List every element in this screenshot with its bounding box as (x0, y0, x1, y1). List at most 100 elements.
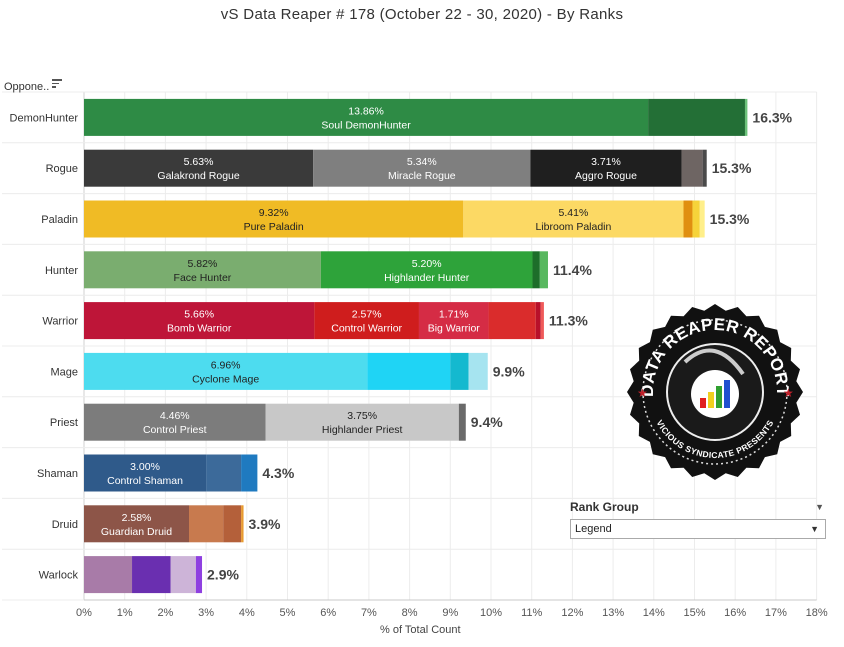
logo-chart-bar (708, 392, 714, 408)
bar-segment (314, 302, 419, 340)
bar-segment (320, 251, 533, 289)
segment-deck-label: Control Warrior (331, 323, 402, 335)
rank-group-select[interactable]: Legend ▼ (570, 519, 826, 539)
bar-segment (84, 302, 315, 340)
segment-pct-label: 3.71% (591, 156, 621, 168)
segment-deck-label: Galakrond Rogue (157, 170, 239, 182)
sort-icon[interactable] (52, 79, 62, 89)
x-tick-label: 14% (643, 607, 665, 619)
bar-segment (539, 251, 548, 289)
category-label: Priest (50, 417, 78, 429)
segment-pct-label: 5.63% (184, 156, 214, 168)
logo-chart-bg (691, 370, 739, 418)
rank-group-value: Legend (575, 523, 612, 535)
bar-segment (681, 149, 703, 187)
segment-pct-label: 2.58% (122, 512, 152, 524)
logo-scythe (683, 348, 745, 376)
bar-segment (532, 251, 540, 289)
bar-segment (367, 352, 451, 390)
category-label: Mage (50, 366, 78, 378)
bar-segment (84, 556, 133, 594)
x-tick-label: 18% (806, 607, 828, 619)
category-label: Warrior (42, 316, 78, 328)
x-tick-label: 13% (602, 607, 624, 619)
x-tick-label: 5% (280, 607, 296, 619)
select-arrow-icon: ▼ (810, 524, 819, 534)
segment-deck-label: Miracle Rogue (388, 170, 456, 182)
bar-segment (241, 454, 258, 492)
bar-total-label: 15.3% (712, 160, 752, 176)
bar-total-label: 9.9% (493, 363, 525, 379)
bar-segment (313, 149, 531, 187)
x-tick-label: 3% (198, 607, 214, 619)
segment-deck-label: Aggro Rogue (575, 170, 637, 182)
segment-pct-label: 5.82% (188, 258, 218, 270)
bar-segment (702, 149, 707, 187)
segment-deck-label: Pure Paladin (244, 221, 304, 233)
x-tick-label: 6% (320, 607, 336, 619)
segment-deck-label: Bomb Warrior (167, 323, 232, 335)
segment-pct-label: 4.46% (160, 410, 190, 422)
x-tick-label: 16% (724, 607, 746, 619)
category-label: Rogue (46, 163, 78, 175)
y-axis-label: Oppone.. (4, 81, 49, 93)
bar-segment (206, 454, 242, 492)
bar-segment (84, 352, 368, 390)
logo-chart-bar (700, 398, 706, 408)
x-tick-label: 4% (239, 607, 255, 619)
bar-segment (223, 505, 242, 543)
segment-pct-label: 13.86% (348, 105, 384, 117)
bar-total-label: 2.9% (207, 567, 239, 583)
segment-pct-label: 3.75% (347, 410, 377, 422)
segment-pct-label: 2.57% (352, 309, 382, 321)
bar-segment (170, 556, 196, 594)
category-label: Paladin (41, 214, 78, 226)
bar-total-label: 3.9% (249, 516, 281, 532)
bar-segment (458, 403, 466, 441)
bar-segment (530, 149, 682, 187)
bar-segment (535, 302, 541, 340)
segment-deck-label: Highlander Priest (322, 424, 403, 436)
logo-chart-bar (716, 386, 722, 408)
bar-segment (683, 200, 693, 238)
bar-total-label: 16.3% (752, 109, 792, 125)
bar-total-label: 11.4% (553, 262, 592, 278)
segment-pct-label: 9.32% (259, 207, 289, 219)
bar-segment (265, 403, 459, 441)
category-label: Druid (52, 519, 78, 531)
bar-segment (488, 302, 536, 340)
segment-pct-label: 5.66% (184, 309, 214, 321)
bar-segment (241, 505, 244, 543)
bar-segment (450, 352, 469, 390)
bar-segment (84, 505, 190, 543)
x-tick-label: 9% (442, 607, 458, 619)
logo-ring (642, 319, 788, 465)
bar-segment (699, 200, 705, 238)
bar-segment (418, 302, 489, 340)
bar-total-label: 9.4% (471, 414, 503, 430)
segment-pct-label: 5.20% (412, 258, 442, 270)
bar-segment (84, 454, 207, 492)
segment-pct-label: 5.41% (559, 207, 589, 219)
bar-segment (468, 352, 488, 390)
bar-segment (195, 556, 203, 594)
segment-deck-label: Libroom Paladin (535, 221, 611, 233)
segment-deck-label: Face Hunter (174, 272, 232, 284)
bar-segment (84, 149, 314, 187)
logo-star-left: ★ (637, 386, 648, 400)
x-tick-label: 7% (361, 607, 377, 619)
bar-segment (692, 200, 700, 238)
category-label: DemonHunter (10, 112, 79, 124)
segment-deck-label: Cyclone Mage (192, 373, 259, 385)
bar-segment (744, 98, 748, 136)
logo-star-right: ★ (783, 386, 794, 400)
bar-segment (84, 403, 266, 441)
rank-group-label: Rank Group (570, 500, 639, 514)
bar-total-label: 11.3% (549, 313, 588, 329)
bar-total-label: 15.3% (710, 211, 750, 227)
chevron-down-icon[interactable]: ▼ (815, 502, 824, 512)
x-axis-label: % of Total Count (380, 624, 461, 636)
category-label: Warlock (39, 570, 79, 582)
